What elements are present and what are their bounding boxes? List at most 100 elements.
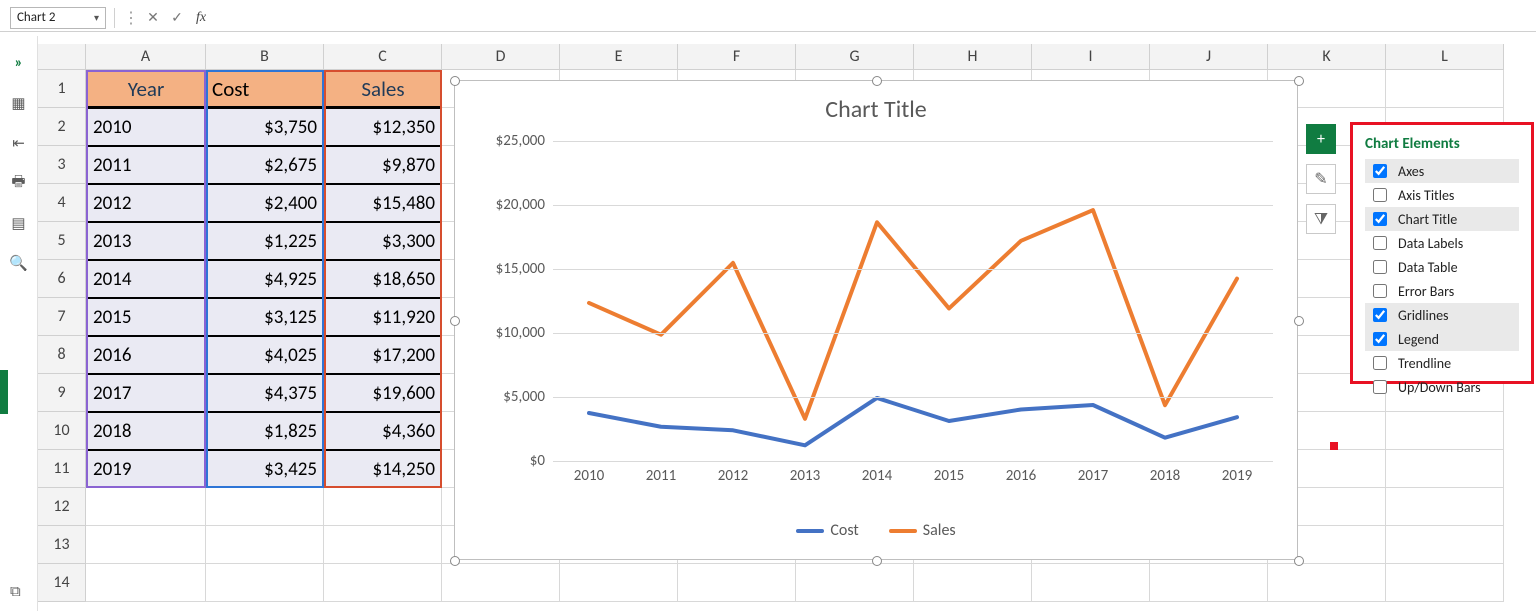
chart-resize-handle-4[interactable] [1294, 316, 1304, 326]
cell-B1-cost-header[interactable]: Cost [206, 70, 324, 108]
chart-element-checkbox-axis-titles[interactable] [1373, 188, 1387, 202]
chart-element-checkbox-chart-title[interactable] [1373, 212, 1387, 226]
cell-C5-sales[interactable]: $3,300 [324, 222, 442, 260]
row-header-5[interactable]: 5 [38, 222, 86, 260]
chart-element-option-axis-titles[interactable]: Axis Titles [1365, 183, 1519, 207]
cell-B13[interactable] [206, 526, 324, 564]
chart-element-checkbox-data-table[interactable] [1373, 260, 1387, 274]
row-header-6[interactable]: 6 [38, 260, 86, 298]
chart-plot-area[interactable]: $0$5,000$10,000$15,000$20,000$25,0002010… [553, 141, 1273, 461]
chart-legend[interactable]: CostSales [455, 521, 1297, 540]
cell-E14[interactable] [560, 564, 678, 602]
cell-A9-year[interactable]: 2017 [86, 374, 206, 412]
cell-A7-year[interactable]: 2015 [86, 298, 206, 336]
chart-resize-handle-0[interactable] [450, 76, 460, 86]
cell-L13[interactable] [1386, 526, 1504, 564]
cell-C12[interactable] [324, 488, 442, 526]
column-header-D[interactable]: D [442, 44, 560, 70]
cell-B4-cost[interactable]: $2,400 [206, 184, 324, 222]
cell-L10[interactable] [1386, 412, 1504, 450]
column-header-F[interactable]: F [678, 44, 796, 70]
cell-A2-year[interactable]: 2010 [86, 108, 206, 146]
cell-L11[interactable] [1386, 450, 1504, 488]
chart-resize-handle-6[interactable] [872, 556, 882, 566]
cell-A6-year[interactable]: 2014 [86, 260, 206, 298]
cell-C7-sales[interactable]: $11,920 [324, 298, 442, 336]
popout-icon[interactable]: ⧉ [10, 583, 21, 601]
chart-title[interactable]: Chart Title [455, 95, 1297, 124]
cell-C8-sales[interactable]: $17,200 [324, 336, 442, 374]
cell-J14[interactable] [1150, 564, 1268, 602]
column-header-K[interactable]: K [1268, 44, 1386, 70]
cell-A5-year[interactable]: 2013 [86, 222, 206, 260]
chart-element-option-data-table[interactable]: Data Table [1365, 255, 1519, 279]
chart-resize-handle-7[interactable] [1294, 556, 1304, 566]
cell-K14[interactable] [1268, 564, 1386, 602]
cell-C13[interactable] [324, 526, 442, 564]
cell-C10-sales[interactable]: $4,360 [324, 412, 442, 450]
cell-A3-year[interactable]: 2011 [86, 146, 206, 184]
chart-tool-brush-button[interactable]: ✎ [1306, 164, 1336, 194]
cell-B9-cost[interactable]: $4,375 [206, 374, 324, 412]
cell-C14[interactable] [324, 564, 442, 602]
column-header-E[interactable]: E [560, 44, 678, 70]
cell-H14[interactable] [914, 564, 1032, 602]
side-icon-2[interactable]: 🖶 [10, 174, 28, 192]
cell-B5-cost[interactable]: $1,225 [206, 222, 324, 260]
chart-object[interactable]: Chart Title $0$5,000$10,000$15,000$20,00… [454, 80, 1298, 560]
row-header-1[interactable]: 1 [38, 70, 86, 108]
column-header-L[interactable]: L [1386, 44, 1504, 70]
chart-element-option-trendline[interactable]: Trendline [1365, 351, 1519, 375]
row-header-12[interactable]: 12 [38, 488, 86, 526]
chart-tool-filter-button[interactable]: ⧩ [1306, 204, 1336, 234]
chart-element-option-error-bars[interactable]: Error Bars [1365, 279, 1519, 303]
side-icon-3[interactable]: ▤ [10, 214, 28, 232]
row-header-9[interactable]: 9 [38, 374, 86, 412]
chart-resize-handle-3[interactable] [450, 316, 460, 326]
side-icon-4[interactable]: 🔍 [10, 254, 28, 272]
side-icon-1[interactable]: ⇤ [10, 134, 28, 152]
cell-F14[interactable] [678, 564, 796, 602]
cell-C6-sales[interactable]: $18,650 [324, 260, 442, 298]
cell-G14[interactable] [796, 564, 914, 602]
column-header-C[interactable]: C [324, 44, 442, 70]
chart-element-option-data-labels[interactable]: Data Labels [1365, 231, 1519, 255]
cell-L1[interactable] [1386, 70, 1504, 108]
chart-element-checkbox-legend[interactable] [1373, 332, 1387, 346]
row-header-2[interactable]: 2 [38, 108, 86, 146]
chart-element-checkbox-error-bars[interactable] [1373, 284, 1387, 298]
cell-B11-cost[interactable]: $3,425 [206, 450, 324, 488]
cell-L12[interactable] [1386, 488, 1504, 526]
cell-B10-cost[interactable]: $1,825 [206, 412, 324, 450]
side-icon-0[interactable]: ▦ [10, 94, 28, 112]
chart-element-option-axes[interactable]: Axes [1365, 159, 1519, 183]
chart-element-checkbox-gridlines[interactable] [1373, 308, 1387, 322]
cell-C3-sales[interactable]: $9,870 [324, 146, 442, 184]
accept-formula-button[interactable]: ✓ [167, 8, 187, 28]
chart-resize-handle-5[interactable] [450, 556, 460, 566]
chart-element-option-up-down-bars[interactable]: Up/Down Bars [1365, 375, 1519, 399]
cell-B3-cost[interactable]: $2,675 [206, 146, 324, 184]
row-header-7[interactable]: 7 [38, 298, 86, 336]
row-header-11[interactable]: 11 [38, 450, 86, 488]
column-header-B[interactable]: B [206, 44, 324, 70]
chart-element-option-gridlines[interactable]: Gridlines [1365, 303, 1519, 327]
column-header-A[interactable]: A [86, 44, 206, 70]
cell-B7-cost[interactable]: $3,125 [206, 298, 324, 336]
cell-D14[interactable] [442, 564, 560, 602]
cell-A4-year[interactable]: 2012 [86, 184, 206, 222]
expand-ribbon-icon[interactable]: » [10, 54, 28, 72]
legend-item-sales[interactable]: Sales [889, 521, 956, 540]
chart-element-checkbox-trendline[interactable] [1373, 356, 1387, 370]
cell-A12[interactable] [86, 488, 206, 526]
cell-I14[interactable] [1032, 564, 1150, 602]
row-header-10[interactable]: 10 [38, 412, 86, 450]
chart-resize-handle-2[interactable] [1294, 76, 1304, 86]
cell-A8-year[interactable]: 2016 [86, 336, 206, 374]
formula-input[interactable] [215, 7, 1536, 29]
cell-L14[interactable] [1386, 564, 1504, 602]
cell-A13[interactable] [86, 526, 206, 564]
name-box[interactable]: Chart 2 ▾ [10, 7, 106, 29]
cell-B14[interactable] [206, 564, 324, 602]
series-line-sales[interactable] [589, 210, 1237, 419]
